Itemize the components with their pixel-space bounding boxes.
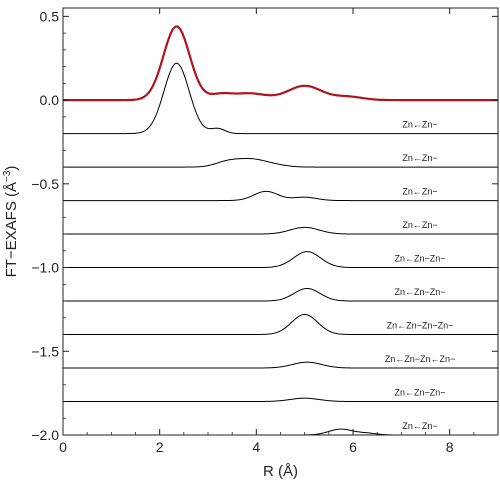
- x-tick-label-3: 6: [349, 439, 357, 455]
- total-ft-curve: [63, 25, 498, 102]
- y-tick-label-1: 0.0: [40, 92, 60, 108]
- y-axis-title: FT−EXAFS (Å−3): [2, 166, 20, 278]
- labels-layer: Zn←Zn−Zn←Zn−Zn←Zn−Zn←Zn−Zn←Zn−Zn−Zn←Zn−Z…: [385, 120, 456, 431]
- path-label-1: Zn←Zn−: [402, 120, 437, 130]
- y-tick-label-4: −1.5: [31, 343, 59, 359]
- path-label-9: Zn←Zn−Zn−: [394, 388, 445, 398]
- path-curve-4: [63, 226, 498, 235]
- x-tick-label-2: 4: [252, 439, 260, 455]
- path-label-2: Zn←Zn−: [402, 153, 437, 163]
- path-label-8: Zn←Zn−Zn←Zn−: [385, 354, 456, 364]
- path-label-7: Zn←Zn−Zn−Zn−: [387, 321, 454, 331]
- path-curve-8: [63, 361, 498, 369]
- path-curve-2: [63, 157, 498, 168]
- y-tick-label-0: 0.5: [40, 8, 60, 24]
- path-label-6: Zn←Zn−Zn−: [394, 287, 445, 297]
- path-curve-9: [63, 397, 498, 403]
- path-curve-6: [63, 287, 498, 302]
- x-axis-title: R (Å): [263, 463, 298, 480]
- x-tick-label-0: 0: [59, 439, 67, 455]
- x-tick-label-1: 2: [156, 439, 164, 455]
- y-tick-label-5: −2.0: [31, 427, 59, 443]
- path-label-4: Zn←Zn−: [402, 220, 437, 230]
- path-curve-5: [63, 251, 498, 269]
- path-label-3: Zn←Zn−: [402, 187, 437, 197]
- path-label-10: Zn←Zn−: [402, 421, 437, 431]
- path-curve-7: [63, 313, 498, 336]
- path-curve-1: [63, 62, 498, 135]
- y-tick-label-2: −0.5: [31, 176, 59, 192]
- path-curve-3: [63, 190, 498, 202]
- y-tick-label-3: −1.0: [31, 260, 59, 276]
- x-tick-label-4: 8: [446, 439, 454, 455]
- axes-layer: 0 2 4 6 8 0.5 0.0 −0.5 −1.0 −1.5 −2.0 R (Å) FT−EXAFS…: [2, 7, 499, 480]
- curves-layer: [63, 25, 498, 435]
- path-label-5: Zn←Zn−Zn−: [394, 254, 445, 264]
